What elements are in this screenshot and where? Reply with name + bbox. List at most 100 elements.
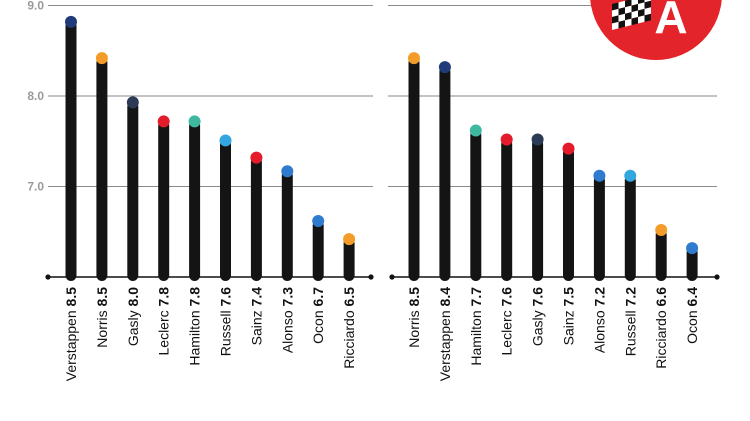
category-name: Norris xyxy=(406,306,422,347)
flag-square xyxy=(612,21,619,30)
bar xyxy=(158,120,170,281)
flag-square xyxy=(631,10,638,19)
category-label: Verstappen 8.5 xyxy=(63,287,79,381)
bar xyxy=(532,138,544,281)
category-label: Hamilton 7.7 xyxy=(468,287,484,366)
bar-team-dot xyxy=(624,169,637,182)
category-label: Verstappen 8.4 xyxy=(437,287,453,381)
category-label: Ricciardo 6.5 xyxy=(341,287,357,369)
flag-square xyxy=(612,15,619,24)
category-label: Russell 7.2 xyxy=(622,287,638,356)
category-value: 8.5 xyxy=(406,287,422,307)
flag-square xyxy=(644,0,651,3)
category-name: Ricciardo xyxy=(341,306,357,368)
logo-letter: A xyxy=(654,0,687,43)
bar xyxy=(501,138,513,281)
y-tick-label: 8.0 xyxy=(27,89,44,103)
category-label: Norris 8.5 xyxy=(406,287,422,348)
category-value: 7.6 xyxy=(499,287,515,307)
category-label: Leclerc 7.6 xyxy=(499,287,515,356)
category-label: Russell 7.6 xyxy=(218,287,234,356)
flag-square xyxy=(644,0,651,9)
category-label: Sainz 7.4 xyxy=(248,287,264,346)
category-label: Sainz 7.5 xyxy=(561,287,577,346)
bar-team-dot xyxy=(343,233,356,246)
category-value: 7.2 xyxy=(591,287,607,307)
flag-square xyxy=(612,8,619,17)
category-value: 7.8 xyxy=(156,287,172,307)
bar xyxy=(624,174,636,281)
category-name: Hamilton xyxy=(468,306,484,365)
axis-end-dot xyxy=(714,274,720,280)
category-name: Verstappen xyxy=(437,306,453,381)
category-label: Alonso 7.3 xyxy=(279,287,295,353)
category-value: 8.4 xyxy=(437,287,453,307)
category-name: Leclerc xyxy=(156,306,172,355)
flag-square xyxy=(612,2,619,11)
flag-square xyxy=(618,7,625,16)
flag-square xyxy=(644,7,651,16)
category-value: 7.6 xyxy=(218,287,234,307)
category-name: Russell xyxy=(622,306,638,356)
category-value: 7.3 xyxy=(279,287,295,307)
flag-square xyxy=(625,5,632,14)
bar xyxy=(563,147,574,281)
right-bar-chart: Norris 8.5 Verstappen 8.4 Hamilton 7.7 Lecl… xyxy=(388,5,720,381)
flag-square xyxy=(638,2,645,11)
category-label: Gasly 8.0 xyxy=(125,287,141,346)
category-value: 8.5 xyxy=(94,287,110,307)
category-label: Hamilton 7.8 xyxy=(187,287,203,366)
category-value: 7.6 xyxy=(530,287,546,307)
category-value: 7.7 xyxy=(468,287,484,307)
bar-team-dot xyxy=(95,52,108,65)
category-value: 7.5 xyxy=(561,287,577,307)
flag-square xyxy=(638,0,645,5)
flag-square xyxy=(618,20,625,29)
bar-team-dot xyxy=(438,61,451,74)
category-label: Ocon 6.4 xyxy=(684,287,700,344)
category-name: Leclerc xyxy=(499,306,515,355)
category-value: 6.5 xyxy=(341,287,357,307)
bar-team-dot xyxy=(312,214,325,227)
checkered-flag-icon xyxy=(612,0,651,30)
bar-team-dot xyxy=(408,52,420,65)
bar xyxy=(686,247,698,281)
bar xyxy=(343,238,355,281)
bar xyxy=(655,229,667,281)
flag-square xyxy=(638,15,645,24)
category-name: Gasly xyxy=(125,306,141,346)
flag-square xyxy=(625,12,632,21)
bar-team-dot xyxy=(686,242,699,255)
axis-end-dot xyxy=(45,274,51,280)
bar-team-dot xyxy=(593,169,606,182)
category-name: Ricciardo xyxy=(653,306,669,368)
flag-square xyxy=(618,13,625,22)
category-name: Sainz xyxy=(561,306,577,345)
category-name: Ocon xyxy=(310,306,326,343)
bar xyxy=(96,57,108,282)
flag-square xyxy=(631,17,638,26)
category-label: Ocon 6.7 xyxy=(310,287,326,344)
bar xyxy=(408,57,420,282)
bar-team-dot xyxy=(157,115,170,128)
category-label: Leclerc 7.8 xyxy=(156,287,172,356)
category-value: 6.7 xyxy=(310,287,326,307)
category-value: 7.8 xyxy=(187,287,203,307)
bar-team-dot xyxy=(281,165,294,178)
category-label: Norris 8.5 xyxy=(94,287,110,348)
bar xyxy=(281,170,293,281)
category-name: Alonso xyxy=(279,306,295,353)
bar xyxy=(220,139,231,281)
bar-team-dot xyxy=(500,133,513,146)
category-name: Ocon xyxy=(684,306,700,343)
category-name: Norris xyxy=(94,306,110,347)
bar-team-dot xyxy=(219,134,232,147)
flag-square xyxy=(631,0,638,6)
axis-end-dot xyxy=(389,274,395,280)
brand-logo: A xyxy=(590,0,722,60)
category-value: 6.4 xyxy=(684,287,700,307)
bar-team-dot xyxy=(562,142,575,155)
y-tick-label: 7.0 xyxy=(27,180,44,194)
category-name: Sainz xyxy=(248,306,264,345)
